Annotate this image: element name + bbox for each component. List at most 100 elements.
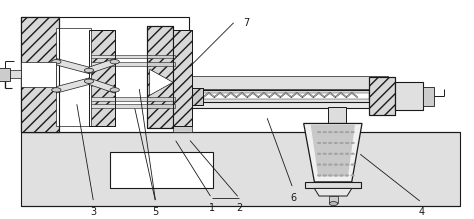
- Polygon shape: [313, 92, 324, 98]
- Bar: [191, 88, 203, 105]
- Circle shape: [52, 88, 61, 92]
- Circle shape: [345, 175, 349, 176]
- Polygon shape: [150, 69, 173, 95]
- Bar: [173, 30, 191, 126]
- Circle shape: [84, 79, 94, 83]
- Bar: [201, 90, 369, 102]
- Circle shape: [339, 164, 343, 166]
- Polygon shape: [89, 78, 115, 93]
- Polygon shape: [237, 92, 247, 98]
- Bar: [110, 152, 213, 188]
- Circle shape: [317, 153, 321, 155]
- Circle shape: [328, 142, 332, 144]
- Bar: [191, 88, 388, 108]
- Bar: [147, 97, 175, 101]
- Circle shape: [317, 131, 321, 133]
- Circle shape: [329, 202, 338, 206]
- Circle shape: [317, 142, 321, 144]
- Polygon shape: [302, 92, 313, 98]
- Circle shape: [328, 153, 332, 155]
- Bar: [369, 77, 395, 115]
- Bar: [423, 87, 434, 106]
- Circle shape: [351, 153, 355, 155]
- Circle shape: [317, 164, 321, 166]
- Polygon shape: [56, 58, 89, 74]
- Circle shape: [351, 175, 355, 176]
- Bar: [395, 82, 423, 110]
- Bar: [56, 62, 150, 66]
- Text: 1: 1: [209, 203, 215, 212]
- Circle shape: [345, 131, 349, 133]
- Circle shape: [328, 175, 332, 176]
- Bar: [21, 62, 56, 87]
- Polygon shape: [292, 92, 302, 98]
- Circle shape: [323, 153, 327, 155]
- Bar: [21, 17, 59, 132]
- Circle shape: [339, 142, 343, 144]
- Text: 3: 3: [91, 207, 97, 217]
- Polygon shape: [203, 92, 214, 98]
- Polygon shape: [258, 92, 269, 98]
- Bar: [328, 107, 346, 124]
- Text: 2: 2: [236, 203, 242, 212]
- Bar: [56, 55, 150, 58]
- Polygon shape: [280, 92, 292, 98]
- Circle shape: [323, 131, 327, 133]
- Bar: [21, 17, 189, 132]
- Bar: [147, 104, 175, 108]
- Bar: [56, 104, 150, 108]
- Circle shape: [351, 131, 355, 133]
- Text: 4: 4: [419, 207, 425, 217]
- Circle shape: [339, 153, 343, 155]
- Bar: [369, 77, 395, 115]
- Circle shape: [345, 153, 349, 155]
- Bar: [173, 30, 191, 126]
- Circle shape: [328, 131, 332, 133]
- Polygon shape: [191, 93, 201, 99]
- Bar: [56, 28, 91, 126]
- Circle shape: [339, 131, 343, 133]
- Circle shape: [339, 175, 343, 176]
- Bar: [191, 76, 388, 89]
- Circle shape: [52, 60, 61, 64]
- Circle shape: [110, 60, 119, 64]
- Bar: [21, 132, 460, 206]
- Circle shape: [84, 68, 94, 72]
- Polygon shape: [324, 92, 335, 98]
- Circle shape: [110, 88, 119, 92]
- Circle shape: [351, 142, 355, 144]
- Bar: [0, 68, 9, 81]
- Polygon shape: [56, 78, 89, 93]
- Bar: [8, 70, 21, 78]
- Circle shape: [328, 164, 332, 166]
- Bar: [329, 196, 338, 203]
- Circle shape: [317, 175, 321, 176]
- Bar: [201, 93, 369, 99]
- Polygon shape: [346, 92, 357, 98]
- Bar: [147, 26, 173, 128]
- Polygon shape: [247, 92, 258, 98]
- Circle shape: [334, 153, 338, 155]
- Bar: [56, 97, 150, 101]
- Circle shape: [345, 164, 349, 166]
- Bar: [191, 88, 203, 105]
- Polygon shape: [335, 92, 346, 98]
- Polygon shape: [314, 188, 352, 196]
- Bar: [173, 126, 191, 132]
- Circle shape: [334, 142, 338, 144]
- Polygon shape: [89, 58, 115, 74]
- Polygon shape: [304, 124, 362, 182]
- Polygon shape: [214, 92, 225, 98]
- Circle shape: [334, 175, 338, 176]
- Bar: [305, 182, 361, 188]
- Polygon shape: [310, 125, 355, 177]
- Circle shape: [334, 131, 338, 133]
- Bar: [147, 55, 175, 58]
- Text: 6: 6: [290, 193, 296, 203]
- Polygon shape: [225, 92, 237, 98]
- Text: 7: 7: [243, 18, 249, 28]
- Text: 5: 5: [153, 207, 159, 217]
- Bar: [147, 26, 173, 128]
- Circle shape: [334, 164, 338, 166]
- Circle shape: [323, 164, 327, 166]
